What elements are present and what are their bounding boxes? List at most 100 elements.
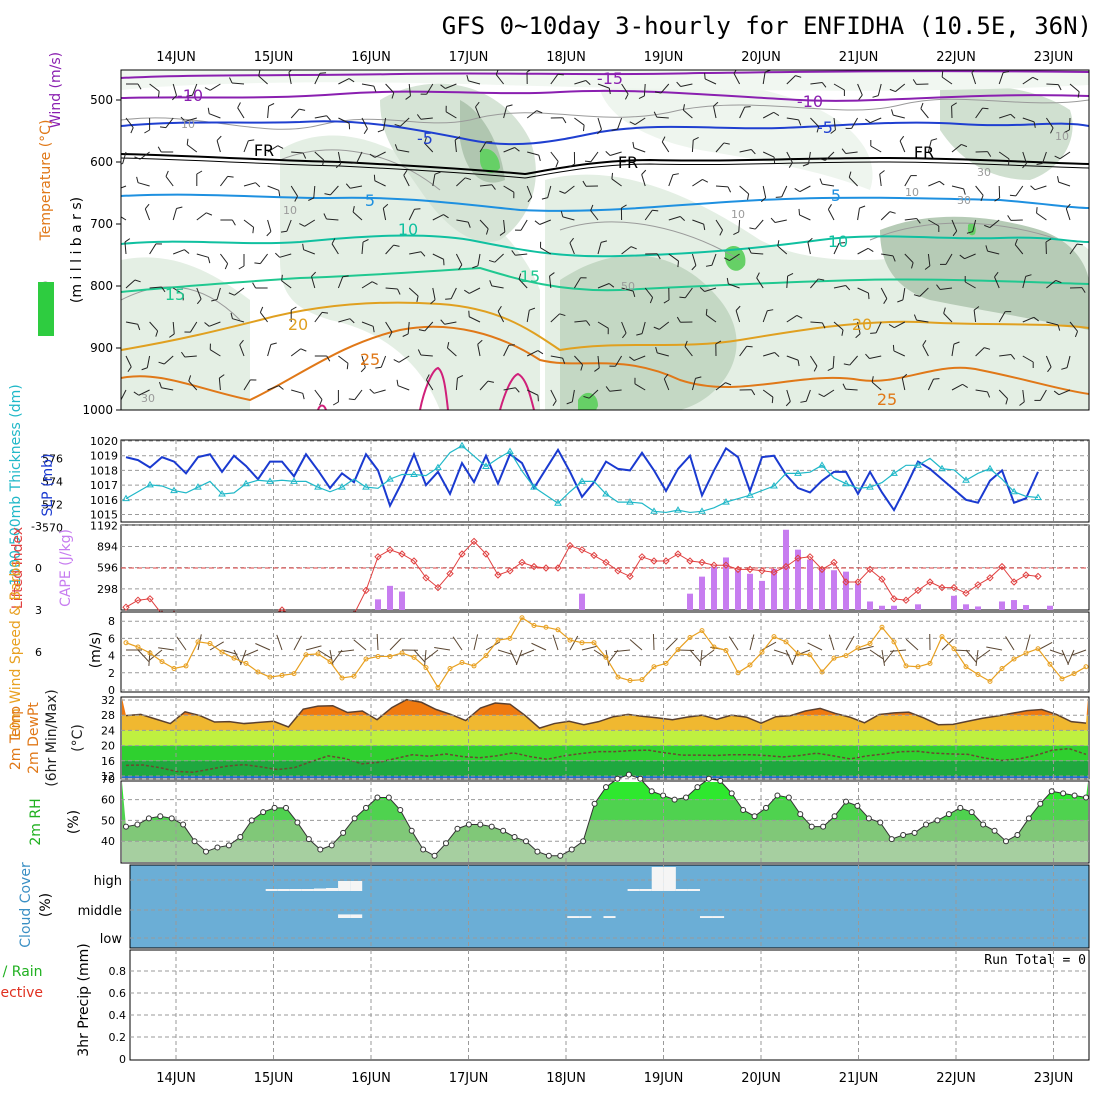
- cloud-bar-middle: [579, 916, 592, 918]
- rh-2m-point: [614, 775, 621, 782]
- wind-barb-flag: [188, 375, 192, 382]
- wind-speed-point: [795, 651, 801, 657]
- wind-barb-flag: [582, 125, 585, 132]
- wind-barb-flag: [897, 299, 904, 303]
- wind-barb-flag: [663, 373, 669, 380]
- rh-2m-point: [431, 852, 438, 859]
- date-label-bottom: 23JUN: [1034, 1071, 1074, 1086]
- wind-barb-flag: [1054, 155, 1061, 160]
- wind-barb-flag: [870, 332, 877, 334]
- rh-2m-point: [385, 794, 392, 801]
- thickness-point: [146, 480, 154, 488]
- rh-2m-point: [843, 798, 849, 805]
- rh-2m-point: [968, 809, 975, 816]
- wind-speed-point: [303, 652, 309, 658]
- date-label-bottom: 22JUN: [936, 1071, 976, 1086]
- wind-speed-point: [591, 640, 597, 646]
- wind-barb-flag: [299, 223, 305, 227]
- wind-barb-flag: [326, 115, 331, 121]
- wind-barb: [432, 287, 436, 300]
- wind-barb: [432, 174, 436, 187]
- wind-barb-flag: [821, 322, 826, 329]
- cape-li-panel: 298 596 894 1192 -3 0 3 6 Lifted Index CAPE (J/kg…: [10, 519, 1090, 659]
- wind-barb: [975, 185, 984, 196]
- wind-barb-10m: [857, 645, 874, 651]
- wind-speed-point: [435, 684, 441, 690]
- wind-barb: [1022, 316, 1035, 323]
- wind-barb: [1069, 83, 1080, 93]
- wind-barb-flag: [485, 228, 489, 235]
- wind-barb-10m: [452, 636, 463, 651]
- wind-barb: [125, 355, 132, 368]
- wind-barb: [432, 253, 444, 260]
- svg-text:Lifted Index: Lifted Index: [10, 527, 26, 609]
- rh-2m-point: [157, 813, 164, 820]
- wind-barb-flag: [536, 110, 543, 114]
- wind-barb: [122, 151, 127, 164]
- lifted-index-point: [518, 558, 526, 567]
- wind-barb-flag: [184, 249, 190, 254]
- wind-barb: [281, 280, 292, 289]
- wind-barb-flag: [608, 88, 611, 95]
- wind-barb: [1042, 151, 1047, 164]
- wind-speed-point: [147, 650, 153, 656]
- wind-barb: [597, 321, 609, 329]
- wind-barb-flag: [1033, 316, 1039, 322]
- wind-barb: [870, 145, 882, 153]
- rh-2m-point: [123, 823, 129, 830]
- wind-barb-flag: [841, 148, 847, 154]
- wind-barb-flag: [695, 376, 702, 379]
- wind-barb-flag: [372, 326, 375, 333]
- slp-tick-label: 1018: [90, 464, 118, 477]
- wind-barb: [871, 381, 882, 391]
- wind-barb: [380, 355, 387, 368]
- wind-barb-flag: [159, 126, 167, 129]
- wind-barb: [361, 117, 368, 129]
- wind-barb: [172, 287, 184, 295]
- wind-barb: [927, 253, 931, 266]
- thickness-point: [914, 461, 922, 468]
- wind-barb: [901, 378, 906, 391]
- wind-barb: [641, 174, 646, 187]
- wind-barb: [762, 111, 775, 119]
- wind-barb: [573, 277, 582, 289]
- wind-barb-flag: [229, 77, 233, 84]
- rh-mask: [122, 774, 1088, 856]
- wind-barb-flag: [375, 366, 382, 369]
- wind-barb-flag: [369, 388, 375, 394]
- lifted-index-point: [434, 583, 442, 592]
- wind-speed-point: [999, 666, 1005, 671]
- date-label-top: 23JUN: [1034, 50, 1074, 65]
- wind-barb-flag: [1008, 158, 1010, 165]
- wind-barb: [243, 379, 251, 391]
- wind-barb-flag: [418, 329, 425, 332]
- wind-barb-10m: [243, 649, 259, 657]
- wind-barb-flag: [813, 365, 818, 372]
- wind-barb: [149, 321, 159, 332]
- wind-barb: [550, 389, 557, 401]
- wind-barb-flag: [252, 282, 257, 289]
- wind-barb-flag: [1019, 401, 1025, 406]
- wind-barb-flag: [1076, 243, 1083, 246]
- wind-barb-flag: [165, 170, 169, 177]
- wind-barb-flag: [638, 95, 645, 100]
- wind-barb: [822, 183, 835, 187]
- wind-barb-flag: [420, 251, 426, 257]
- wind-barb-flag: [211, 299, 218, 302]
- cloud-bar-high: [675, 889, 688, 891]
- wind-barb: [574, 320, 587, 323]
- wind-barb: [420, 117, 433, 120]
- wind-barb-flag: [527, 196, 533, 203]
- wind-barb-flag: [424, 137, 427, 144]
- wind-barb: [705, 314, 717, 323]
- isotherm-label: 15: [165, 285, 185, 304]
- wind-barb-flag: [839, 242, 846, 244]
- thickness-tick-label: 570: [42, 521, 63, 534]
- wind-barb-flag: [377, 129, 384, 133]
- wind-barb: [1022, 276, 1027, 289]
- wind-barb: [374, 180, 386, 187]
- thickness-point: [698, 507, 706, 514]
- wind-barb: [571, 389, 575, 402]
- wind-barb: [185, 117, 197, 122]
- date-label-top: 17JUN: [449, 50, 489, 65]
